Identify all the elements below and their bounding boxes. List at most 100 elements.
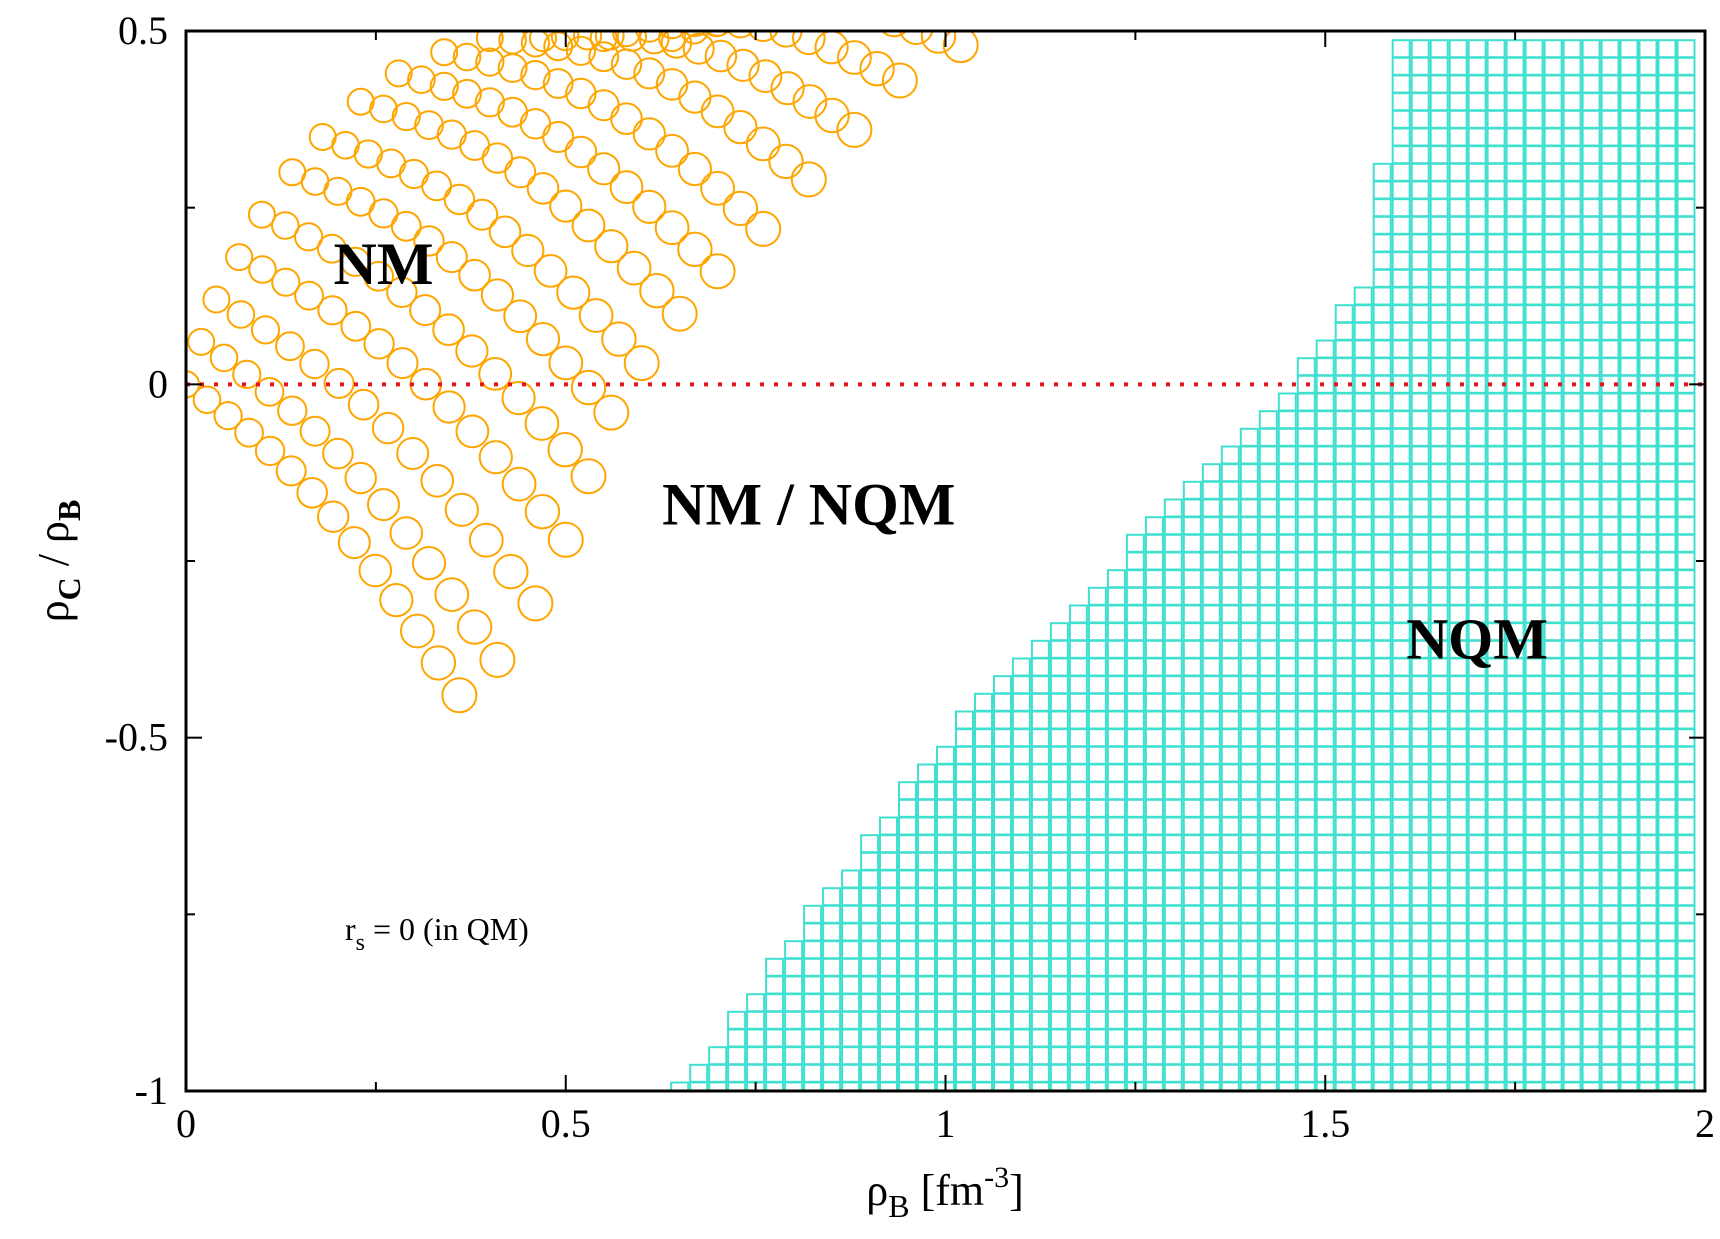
nqm-point (1410, 1028, 1430, 1048)
nm-point (655, 68, 689, 101)
nm-point (658, 31, 687, 53)
nqm-point (1429, 516, 1449, 536)
nqm-point (1372, 710, 1392, 730)
nqm-point (1353, 851, 1373, 871)
nqm-point (1600, 339, 1620, 359)
nqm-point (1258, 604, 1278, 624)
nqm-point (1486, 92, 1506, 112)
nqm-point (955, 1063, 974, 1083)
nqm-point (1239, 975, 1259, 995)
nqm-point (1657, 162, 1677, 182)
nqm-point (936, 816, 955, 836)
nqm-point (1106, 675, 1126, 695)
nqm-point (1638, 1010, 1658, 1030)
nqm-point (1524, 127, 1544, 147)
nqm-point (917, 834, 936, 854)
nqm-point (1676, 763, 1696, 783)
nqm-point (1315, 728, 1335, 748)
nqm-point (1277, 480, 1297, 500)
nqm-point (1676, 286, 1696, 306)
nqm-point (1638, 922, 1658, 942)
nqm-point (1049, 904, 1069, 924)
nqm-point (1505, 1010, 1525, 1030)
nqm-point (1125, 869, 1145, 889)
nqm-point (1448, 551, 1468, 571)
nqm-point (1239, 516, 1259, 536)
nqm-point (1448, 569, 1468, 589)
nqm-point (1486, 993, 1506, 1013)
nqm-point (1277, 816, 1297, 836)
nqm-point (898, 1063, 917, 1083)
nqm-point (1182, 1046, 1202, 1066)
nqm-point (822, 957, 842, 977)
nqm-point (1201, 728, 1221, 748)
nqm-point (1087, 869, 1107, 889)
nqm-point (1410, 56, 1430, 76)
nqm-point (1467, 569, 1487, 589)
nqm-point (1429, 533, 1449, 553)
nm-point (745, 126, 781, 162)
nqm-point (1201, 516, 1221, 536)
nqm-point (1581, 569, 1601, 589)
nm-point (520, 60, 551, 91)
nqm-point (1676, 498, 1696, 518)
nqm-point (1258, 1063, 1278, 1083)
nqm-point (1163, 781, 1183, 801)
nqm-point (1258, 922, 1278, 942)
nqm-point (1372, 657, 1392, 677)
nqm-point (1581, 887, 1601, 907)
nqm-point (1182, 675, 1202, 695)
nqm-point (1543, 851, 1563, 871)
nqm-point (1657, 304, 1677, 324)
nqm-point (1030, 1028, 1050, 1048)
nqm-point (1315, 745, 1335, 765)
nqm-point (1391, 551, 1411, 571)
nqm-point (1524, 92, 1544, 112)
nm-point (347, 388, 380, 421)
nqm-point (1125, 922, 1145, 942)
nqm-point (1543, 286, 1563, 306)
nqm-point (993, 798, 1012, 818)
nqm-point (1049, 745, 1069, 765)
nm-point (299, 348, 330, 380)
nqm-point (1543, 410, 1563, 430)
nqm-point (1258, 745, 1278, 765)
nqm-point (1581, 286, 1601, 306)
nm-point (430, 38, 459, 67)
nqm-point (1125, 975, 1145, 995)
nqm-point (879, 940, 898, 960)
nqm-point (1467, 180, 1487, 200)
nqm-point (1410, 728, 1430, 748)
nqm-point (898, 940, 917, 960)
nqm-point (1334, 622, 1354, 642)
nqm-point (1277, 604, 1297, 624)
nqm-point (1410, 922, 1430, 942)
nqm-point (1429, 215, 1449, 235)
nm-point (572, 31, 603, 51)
nqm-point (1144, 745, 1164, 765)
nqm-point (1619, 710, 1639, 730)
nqm-point (1315, 940, 1335, 960)
nqm-point (803, 922, 823, 942)
nqm-point (1676, 357, 1696, 377)
nqm-point (1125, 763, 1145, 783)
nqm-point (765, 1010, 785, 1030)
nqm-point (1505, 763, 1525, 783)
nqm-point (917, 816, 936, 836)
nqm-point (1543, 1063, 1563, 1083)
nm-point (594, 31, 625, 51)
nm-point (421, 170, 453, 202)
nm-point (275, 331, 305, 362)
nqm-point (1429, 763, 1449, 783)
nqm-point (1429, 39, 1449, 59)
nm-point (571, 208, 606, 243)
nm-point (726, 48, 760, 82)
nqm-point (1163, 816, 1183, 836)
nm-point (317, 295, 348, 326)
nqm-point (1391, 251, 1411, 271)
nm-point (498, 31, 527, 55)
nqm-point (1144, 851, 1164, 871)
nqm-point (1638, 569, 1658, 589)
nqm-point (1353, 604, 1373, 624)
nqm-point (1315, 710, 1335, 730)
